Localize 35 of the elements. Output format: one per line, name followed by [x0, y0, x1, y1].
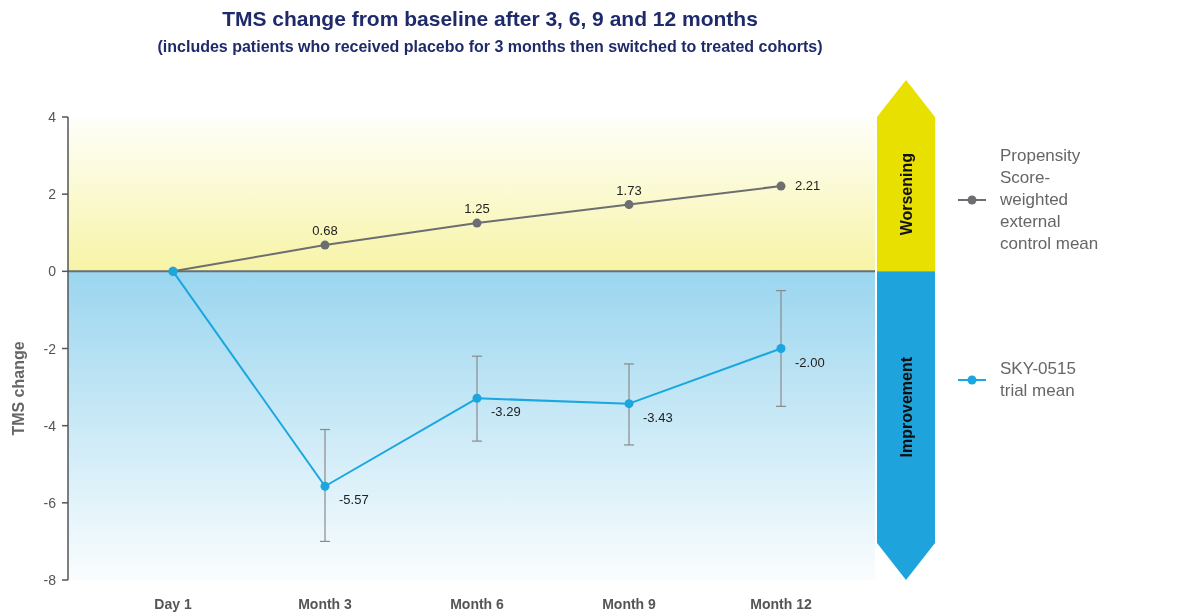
data-label: 0.68 [312, 223, 338, 239]
data-label: -2.00 [795, 354, 825, 370]
y-tick-label: -8 [43, 572, 57, 588]
point [624, 200, 634, 210]
chart-subtitle: (includes patients who received placebo for 3 months then switched to treated cohorts) [157, 38, 823, 55]
y-tick-label: -2 [43, 340, 57, 357]
point [472, 393, 482, 403]
data-label: -5.57 [339, 492, 369, 508]
y-tick-label: 4 [48, 109, 57, 125]
band-label: Worsening [898, 152, 915, 236]
x-tick-label: Month 9 [602, 596, 657, 612]
chart-title: TMS change from baseline after 3, 6, 9 and 12 months [222, 7, 758, 30]
point [472, 218, 482, 228]
point [776, 181, 786, 191]
data-label: -3.43 [643, 409, 673, 425]
data-label: 1.25 [464, 201, 490, 217]
x-tick-label: Month 12 [750, 596, 812, 612]
y-tick-label: -6 [43, 494, 57, 511]
data-label: 2.21 [795, 178, 821, 194]
y-tick-label: 2 [48, 186, 57, 203]
point [320, 481, 330, 491]
y-tick-label: 0 [48, 263, 57, 280]
y-tick-label: -4 [43, 417, 57, 434]
data-label: -3.29 [491, 404, 521, 420]
legend-label: Propensity Score-weighted external control mean [999, 146, 1099, 253]
x-tick-label: Month 3 [298, 596, 353, 612]
x-tick-label: Day 1 [154, 596, 192, 612]
point [320, 240, 330, 250]
y-axis-title: TMS change [10, 341, 27, 436]
band-label: Improvement [898, 356, 915, 458]
point [776, 344, 786, 353]
x-tick-label: Month 6 [450, 596, 505, 612]
legend-label: SKY-0515 trial mean [1000, 359, 1076, 400]
data-label: 1.73 [616, 182, 642, 198]
point [624, 399, 634, 409]
